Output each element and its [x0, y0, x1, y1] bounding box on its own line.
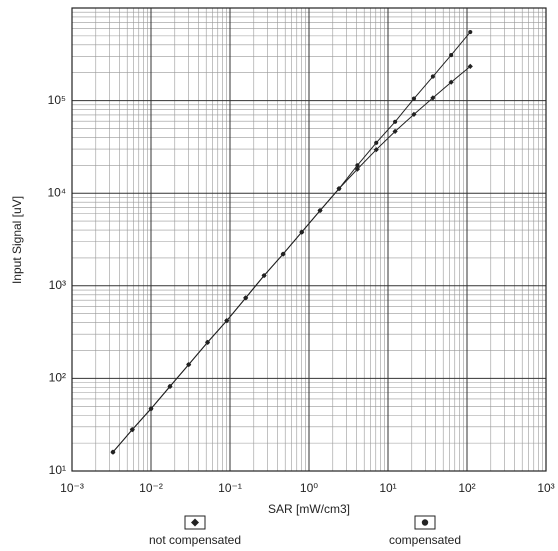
- legend-marker: [191, 518, 199, 527]
- data-point: [449, 53, 454, 58]
- data-point: [354, 166, 361, 172]
- x-tick-label: 10⁻¹: [218, 481, 242, 495]
- plot-frame: [71, 7, 547, 472]
- data-point: [261, 273, 267, 278]
- x-tick-label: 10²: [458, 481, 475, 495]
- legend-marker: [421, 519, 429, 526]
- data-point: [130, 427, 135, 432]
- y-tick-label: 10²: [49, 371, 66, 385]
- y-axis-label: Input Signal [uV]: [10, 196, 24, 284]
- y-tick-label: 10¹: [49, 463, 66, 477]
- legend-label: not compensated: [149, 533, 241, 547]
- data-point: [317, 208, 323, 213]
- y-tick-label: 10⁵: [48, 93, 66, 107]
- data-point: [243, 295, 248, 300]
- data-point: [224, 318, 229, 323]
- data-point: [299, 230, 304, 235]
- data-point: [430, 74, 435, 79]
- data-point: [373, 147, 379, 153]
- data-point: [167, 384, 173, 389]
- data-point: [374, 140, 379, 145]
- data-point: [448, 79, 454, 85]
- y-tick-label: 10³: [49, 278, 66, 292]
- data-point: [355, 163, 360, 168]
- x-axis-label: SAR [mW/cm3]: [268, 502, 350, 516]
- data-point: [336, 186, 342, 191]
- data-point: [430, 95, 436, 101]
- x-tick-label: 10¹: [379, 481, 396, 495]
- data-point: [467, 63, 473, 70]
- data-point: [411, 96, 417, 101]
- data-point: [186, 362, 191, 367]
- data-point: [393, 119, 398, 124]
- data-point: [205, 340, 210, 345]
- legend-label: compensated: [389, 533, 461, 547]
- x-tick-label: 10⁻³: [60, 481, 84, 495]
- x-tick-label: 10⁰: [300, 481, 318, 495]
- data-point: [468, 29, 473, 35]
- x-tick-label: 10⁻²: [139, 481, 163, 495]
- data-point: [281, 252, 286, 257]
- data-point: [392, 128, 398, 134]
- y-tick-label: 10⁴: [47, 185, 66, 199]
- x-tick-label: 10³: [537, 481, 554, 495]
- data-point: [411, 111, 417, 117]
- data-point: [110, 450, 116, 455]
- data-point: [148, 406, 154, 411]
- series-line: [112, 31, 471, 453]
